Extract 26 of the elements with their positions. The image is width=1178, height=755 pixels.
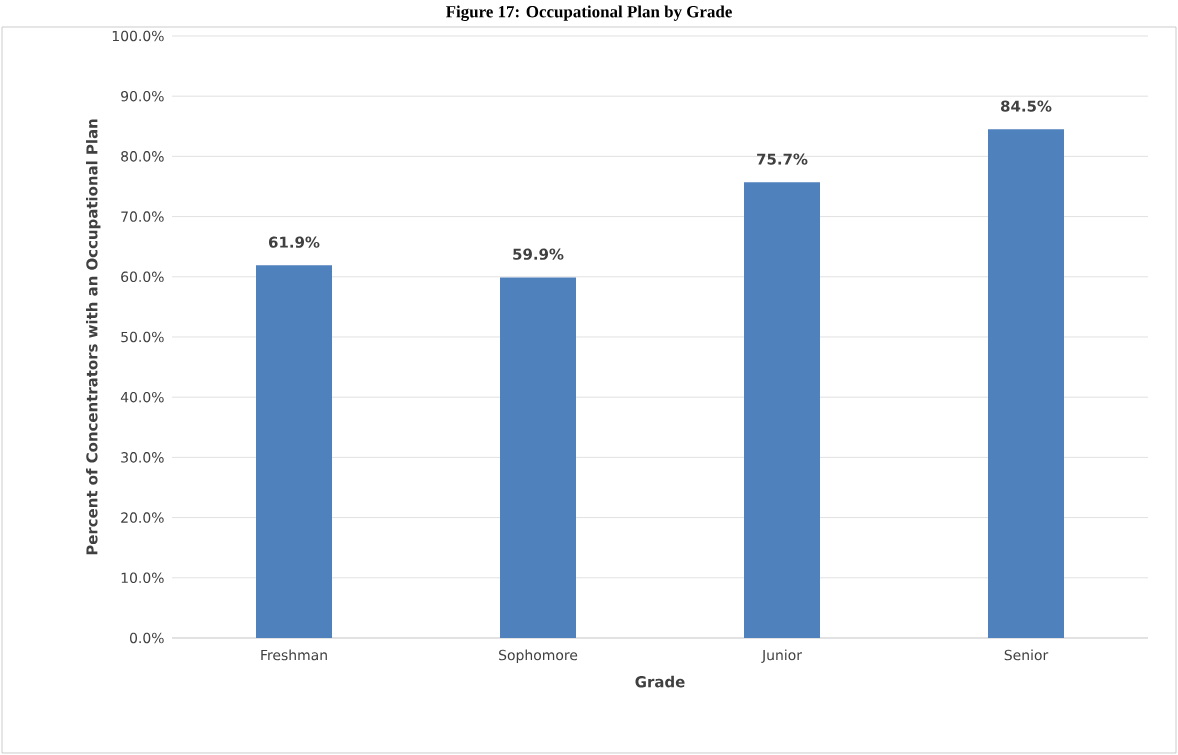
bar bbox=[256, 265, 333, 638]
y-tick-label: 70.0% bbox=[121, 211, 164, 222]
y-tick-label: 20.0% bbox=[121, 512, 164, 523]
x-tick-label: Senior bbox=[1004, 649, 1049, 661]
x-axis-title: Grade bbox=[635, 675, 685, 688]
y-tick-label: 80.0% bbox=[121, 151, 164, 162]
chart-title: Figure 17: Occupational Plan by Grade bbox=[445, 5, 732, 21]
y-tick-label: 0.0% bbox=[129, 632, 164, 644]
y-tick-label: 100.0% bbox=[112, 30, 164, 42]
data-label: 75.7% bbox=[757, 153, 808, 165]
y-tick-label: 40.0% bbox=[120, 391, 164, 403]
bar bbox=[744, 182, 821, 638]
y-tick-label: 90.0% bbox=[121, 90, 164, 102]
y-tick-label: 30.0% bbox=[121, 452, 164, 463]
y-tick-label: 50.0% bbox=[121, 331, 164, 343]
bar bbox=[988, 129, 1065, 638]
y-axis-title: Percent of Concentrators with an Occupational Plan bbox=[86, 119, 101, 555]
y-tick-label: 10.0% bbox=[121, 572, 164, 584]
x-tick-label: Sophomore bbox=[499, 649, 578, 664]
data-label: 59.9% bbox=[513, 248, 564, 260]
x-tick-label: Junior bbox=[761, 649, 802, 663]
data-label: 61.9% bbox=[269, 236, 320, 248]
y-tick-label: 60.0% bbox=[121, 271, 164, 283]
x-tick-label: Freshman bbox=[261, 649, 327, 661]
bar bbox=[500, 277, 577, 638]
data-label: 84.5% bbox=[1001, 100, 1052, 112]
